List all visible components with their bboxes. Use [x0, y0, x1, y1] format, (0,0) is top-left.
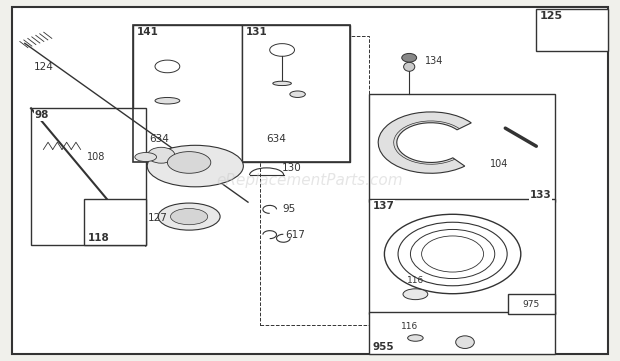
Text: 98: 98 — [35, 110, 49, 121]
Bar — [369, 312, 555, 354]
Text: 955: 955 — [373, 342, 394, 352]
Ellipse shape — [155, 97, 180, 104]
Text: 124: 124 — [33, 62, 53, 72]
Ellipse shape — [170, 208, 208, 225]
Text: 118: 118 — [87, 233, 109, 243]
Bar — [369, 94, 555, 202]
Ellipse shape — [404, 62, 415, 71]
Bar — [84, 199, 146, 245]
Ellipse shape — [148, 145, 243, 187]
Bar — [508, 294, 555, 314]
Bar — [133, 25, 242, 162]
Text: 975: 975 — [523, 300, 540, 309]
Text: 125: 125 — [540, 11, 563, 21]
Text: 141: 141 — [137, 27, 159, 38]
Text: 617: 617 — [285, 230, 305, 240]
Ellipse shape — [273, 81, 291, 86]
Bar — [133, 25, 350, 162]
Wedge shape — [378, 112, 471, 173]
Text: eReplacementParts.com: eReplacementParts.com — [216, 173, 404, 188]
Ellipse shape — [290, 91, 306, 97]
Bar — [536, 9, 608, 51]
Text: 130: 130 — [282, 163, 302, 173]
Text: 137: 137 — [373, 201, 394, 211]
Bar — [260, 36, 369, 325]
Text: 133: 133 — [529, 190, 551, 200]
Text: 116: 116 — [407, 276, 424, 285]
Text: 131: 131 — [246, 27, 267, 38]
Text: 108: 108 — [87, 152, 105, 162]
Circle shape — [402, 53, 417, 62]
Ellipse shape — [167, 152, 211, 173]
Ellipse shape — [408, 335, 423, 341]
Text: 634: 634 — [149, 134, 169, 144]
Bar — [369, 199, 555, 314]
Ellipse shape — [403, 289, 428, 300]
Bar — [31, 108, 146, 245]
Bar — [242, 25, 350, 162]
Text: 95: 95 — [282, 204, 295, 214]
Text: 127: 127 — [148, 213, 168, 223]
Ellipse shape — [456, 336, 474, 348]
Ellipse shape — [158, 203, 220, 230]
Text: 116: 116 — [401, 322, 418, 331]
Text: 104: 104 — [490, 159, 508, 169]
Text: 634: 634 — [267, 134, 286, 144]
Circle shape — [148, 147, 175, 163]
Text: 134: 134 — [425, 56, 443, 66]
Ellipse shape — [135, 153, 156, 162]
